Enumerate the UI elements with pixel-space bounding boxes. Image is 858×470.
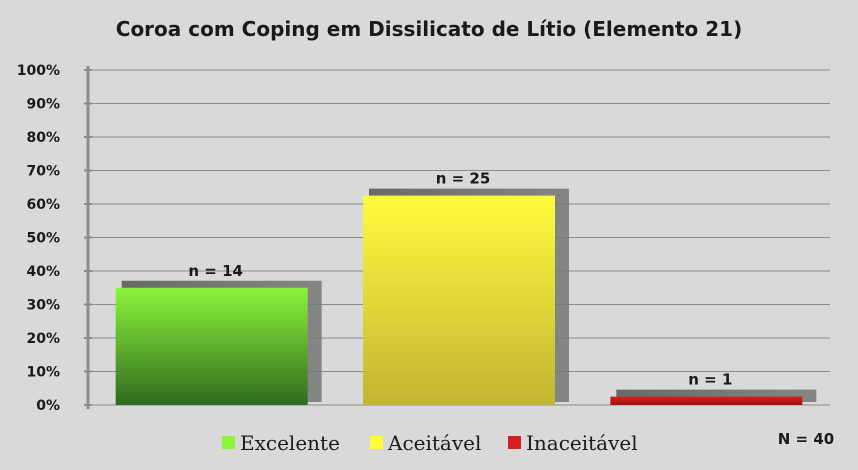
y-tick-label: 70% [26,164,60,180]
y-tick-label: 80% [26,130,60,146]
y-tick-label: 40% [26,264,60,280]
legend: Excelente Aceitável Inaceitável [222,431,638,455]
data-label: n = 25 [436,170,491,188]
legend-swatch-inaceitável [508,436,521,449]
legend-label: Excelente [240,431,340,455]
legend-label: Aceitável [387,431,481,455]
chart-title: Coroa com Coping em Dissilicato de Lítio… [116,17,742,41]
y-tick-label: 20% [26,331,60,347]
legend-swatch-aceitável [370,436,383,449]
legend-label: Inaceitável [526,431,638,455]
y-tick-label: 30% [26,298,60,314]
data-label: n = 14 [188,262,243,280]
y-tick-label: 100% [17,63,60,79]
data-label: n = 1 [688,371,732,389]
y-tick-label: 90% [26,97,60,113]
y-tick-label: 10% [26,365,60,381]
legend-swatch-excelente [222,436,235,449]
y-axis: 0% 10% 20% 30% 40% 50% 60% 70% 80% 90% 100% [17,63,92,414]
total-count-annotation: N = 40 [778,430,834,448]
y-tick-label: 0% [36,398,60,414]
y-tick-label: 50% [26,231,60,247]
bar-excelente [115,287,308,405]
y-tick-label: 60% [26,197,60,213]
bar-inaceitável [610,396,803,405]
data-labels: n = 14 n = 25 n = 1 [188,170,732,389]
bar-aceitável [363,195,555,405]
bars [115,195,803,405]
